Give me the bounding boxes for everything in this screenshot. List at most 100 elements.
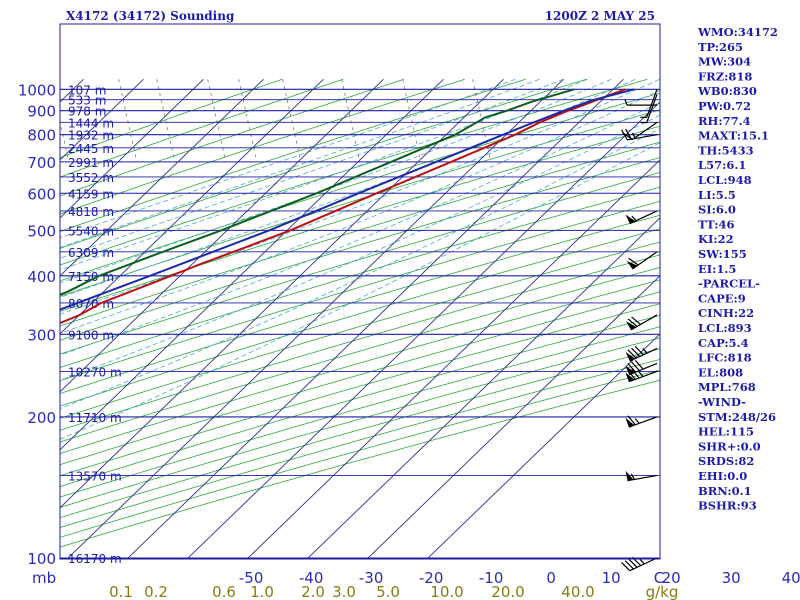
dry-adiabat <box>60 172 660 355</box>
index-line: SHR+:0.0 <box>698 439 761 453</box>
isotherm <box>186 101 660 559</box>
dry-adiabat <box>60 254 660 431</box>
dry-adiabat <box>60 78 648 266</box>
wind-barb <box>625 346 658 362</box>
barb-feather <box>627 363 637 373</box>
barb-feather <box>628 257 639 266</box>
isotherm <box>60 79 264 277</box>
barb-feather <box>621 129 628 141</box>
height-label: 978 m <box>68 105 106 119</box>
wind-barb <box>625 210 658 225</box>
mixing-ratio-tick-label: 20.0 <box>491 583 524 600</box>
height-label: 11710 m <box>68 411 122 425</box>
index-line: L57:6.1 <box>698 158 746 172</box>
index-line: WB0:830 <box>697 84 757 98</box>
dry-adiabat <box>60 157 660 341</box>
index-line: MPL:768 <box>698 380 756 394</box>
mixing-ratio-unit-label: g/kg <box>646 583 679 600</box>
barb-staff <box>632 121 658 141</box>
barb-flag <box>626 321 637 330</box>
isotherm <box>426 333 660 559</box>
barb-feather <box>634 360 644 370</box>
index-line: SW:155 <box>698 247 747 261</box>
height-label: 10270 m <box>68 365 122 379</box>
moist-adiabat <box>60 101 660 356</box>
height-label: 9100 m <box>68 328 114 342</box>
sounding-datetime: 1200Z 2 MAY 25 <box>545 9 655 23</box>
index-line: LCL:893 <box>698 321 752 335</box>
mixing-ratio-tick-label: 1.0 <box>250 583 274 600</box>
dry-adiabat <box>60 78 465 215</box>
index-line: TP:265 <box>698 40 743 54</box>
barb-flag <box>625 352 636 362</box>
isotherm <box>126 79 624 559</box>
barb-feather <box>621 561 631 572</box>
height-label: 4818 m <box>68 205 114 219</box>
index-line: BRN:0.1 <box>698 484 752 498</box>
isotherm <box>246 159 660 559</box>
barb-flag <box>625 372 635 382</box>
dry-adiabat <box>60 78 283 159</box>
barb-half-feather <box>631 215 637 222</box>
dry-adiabat <box>60 141 660 327</box>
stability-indices-panel: WMO:34172TP:265MW:304FRZ:818WB0:830PW:0.… <box>697 25 778 513</box>
wind-barb <box>626 251 658 270</box>
dry-adiabat <box>60 228 660 407</box>
index-line: FRZ:818 <box>698 69 752 83</box>
isotherm <box>60 79 384 393</box>
pressure-label: 900 <box>27 103 56 121</box>
pressure-label: 800 <box>27 127 56 145</box>
dry-adiabat <box>60 314 660 487</box>
barb-flag <box>625 417 635 428</box>
moist-adiabat <box>60 78 540 248</box>
barb-feather <box>628 558 638 568</box>
dry-adiabat <box>60 303 660 477</box>
wind-barb <box>640 94 658 124</box>
isotherm <box>306 217 660 559</box>
mixing-ratio-tick-label: 3.0 <box>332 583 356 600</box>
barb-feather <box>631 316 641 325</box>
dry-adiabat <box>60 291 660 466</box>
height-label: 533 m <box>68 94 106 108</box>
height-label: 13570 m <box>68 469 122 483</box>
barb-feather <box>627 415 636 426</box>
temperature-tick-label: -20 <box>419 569 444 587</box>
index-line: PW:0.72 <box>698 99 751 113</box>
barb-feather <box>631 368 640 379</box>
height-label: 1932 m <box>68 129 114 143</box>
height-label: 8070 m <box>68 297 114 311</box>
temperature-tick-label: 40 <box>782 569 800 587</box>
dry-adiabat <box>60 348 660 519</box>
temperature-tick-label: 0 <box>546 569 556 587</box>
temperature-line <box>60 88 626 325</box>
barb-flag <box>625 365 635 375</box>
mixing-ratio-tick-label: 10.0 <box>430 583 463 600</box>
parcel-line <box>60 88 635 311</box>
dry-adiabat <box>60 337 660 508</box>
dry-adiabat <box>60 78 526 232</box>
index-line: KI:22 <box>698 232 734 246</box>
pressure-label: 100 <box>27 550 56 568</box>
wind-barb <box>626 314 658 331</box>
barb-half-feather <box>630 473 635 480</box>
height-label: 5540 m <box>68 224 114 238</box>
index-line: EL:808 <box>698 365 743 379</box>
barb-half-feather <box>638 371 644 377</box>
wind-barb <box>625 415 658 428</box>
index-line: -PARCEL- <box>698 277 760 291</box>
wind-barb <box>640 89 658 119</box>
wind-barb <box>625 360 658 376</box>
index-line: WMO:34172 <box>697 25 778 39</box>
dry-adiabat <box>60 358 660 528</box>
index-line: CAP:5.4 <box>698 336 749 350</box>
index-line: -WIND- <box>698 395 746 409</box>
height-label: 2445 m <box>68 142 114 156</box>
index-line: MAXT:15.1 <box>698 129 769 143</box>
wind-barb <box>624 98 657 106</box>
barb-half-feather <box>639 558 645 565</box>
height-label: 1444 m <box>68 116 114 130</box>
height-label: 6309 m <box>68 246 114 260</box>
dry-adiabat <box>60 214 660 394</box>
index-line: LI:5.5 <box>698 188 736 202</box>
